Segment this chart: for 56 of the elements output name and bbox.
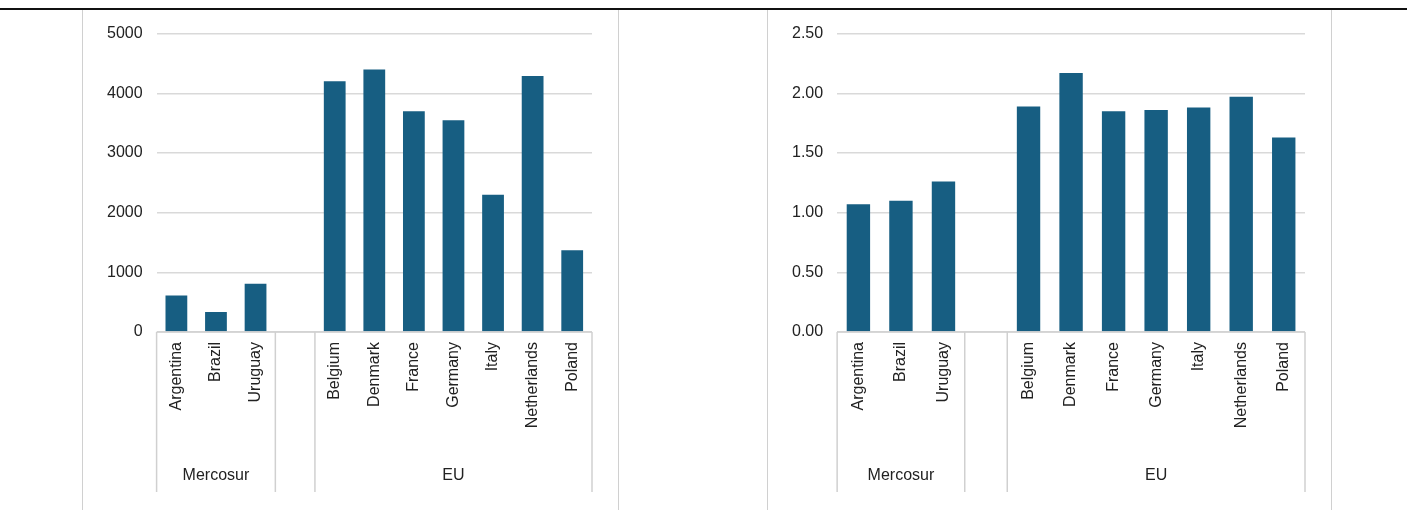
- text: Mercosur: [867, 466, 935, 484]
- bar: [1272, 137, 1296, 332]
- bar: [846, 204, 871, 332]
- text: EU: [442, 466, 465, 484]
- bar: [561, 250, 584, 332]
- y-tick-label: 5000: [107, 24, 143, 42]
- x-tick-label: France: [404, 341, 422, 392]
- y-tick-label: 0.50: [792, 262, 824, 280]
- y-tick-label: 2.50: [792, 24, 824, 42]
- x-tick-label: Uruguay: [933, 342, 951, 403]
- bar: [363, 69, 386, 332]
- x-tick-label: Belgium: [1018, 342, 1036, 400]
- bar: [1144, 109, 1168, 332]
- x-tick-label: Belgium: [325, 342, 343, 400]
- y-tick-label: 2000: [107, 203, 143, 221]
- x-tick-label: France: [1104, 341, 1122, 392]
- bar: [889, 200, 913, 332]
- bar: [165, 295, 188, 332]
- x-tick-label: Poland: [1274, 342, 1292, 392]
- y-tick-label: 4000: [107, 83, 143, 101]
- bar: [1186, 107, 1211, 332]
- y-tick-label: 0.00: [792, 322, 824, 340]
- bar: [442, 120, 465, 332]
- x-tick-label: Argentina: [848, 341, 866, 411]
- x-tick-label: Uruguay: [245, 342, 263, 403]
- bar: [244, 283, 267, 332]
- bar: [402, 111, 425, 332]
- bar: [1101, 111, 1126, 332]
- x-tick-label: Argentina: [166, 341, 184, 411]
- y-tick-label: 2.00: [792, 83, 824, 101]
- y-tick-label: 1.00: [792, 203, 824, 221]
- x-tick-label: Netherlands: [523, 342, 541, 429]
- x-tick-label: Poland: [562, 342, 580, 392]
- x-tick-label: Brazil: [206, 342, 224, 383]
- bar: [323, 81, 346, 332]
- y-tick-label: 3000: [107, 143, 143, 161]
- bar: [1016, 106, 1041, 332]
- bar: [1059, 72, 1083, 332]
- x-tick-label: Denmark: [1061, 341, 1079, 407]
- text: EU: [1145, 466, 1168, 484]
- x-tick-label: Italy: [1189, 342, 1207, 372]
- x-tick-label: Italy: [483, 342, 501, 372]
- x-tick-label: Netherlands: [1231, 342, 1249, 429]
- bar: [931, 181, 956, 332]
- bar: [482, 194, 504, 332]
- bar: [1229, 96, 1253, 332]
- x-tick-label: Brazil: [891, 342, 909, 383]
- y-tick-label: 1000: [107, 262, 143, 280]
- bar: [205, 312, 227, 332]
- y-tick-label: 0: [133, 322, 143, 340]
- text: Mercosur: [182, 466, 250, 484]
- bar: [521, 75, 544, 332]
- x-tick-label: Denmark: [364, 341, 382, 407]
- x-tick-label: Germany: [443, 342, 461, 408]
- x-tick-label: Germany: [1146, 342, 1164, 408]
- y-tick-label: 1.50: [792, 143, 824, 161]
